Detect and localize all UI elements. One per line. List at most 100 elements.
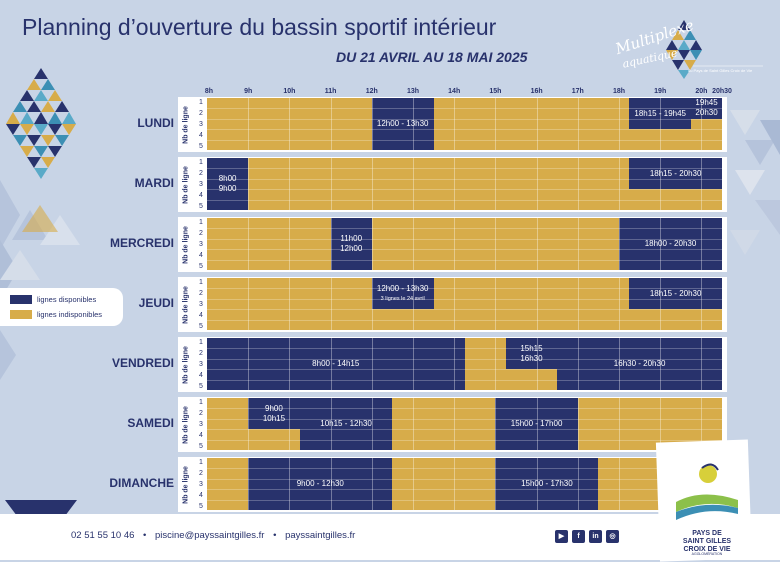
legend-available: lignes disponibles	[10, 294, 96, 305]
block-time-label: 8h00 9h00	[218, 174, 237, 193]
line-number: 5	[199, 383, 203, 390]
youtube-icon[interactable]: ▶	[555, 530, 568, 543]
day-grid: 12h00 - 13h30 18h15 - 19h45 19h45 20h30	[207, 98, 722, 150]
hour-label: 17h	[571, 88, 584, 95]
pays-line4: AGGLOMÉRATION	[691, 552, 723, 556]
day-grid: 8h00 - 14h15 15h15 16h30 16h30 - 20h30	[207, 338, 722, 390]
line-number: 5	[199, 503, 203, 510]
line-number: 5	[199, 323, 203, 330]
line-axis-label: Nb de ligne	[182, 285, 190, 324]
line-number: 3	[199, 481, 203, 488]
line-axis-label: Nb de ligne	[182, 225, 190, 264]
available-block	[371, 278, 434, 310]
line-number: 1	[199, 459, 203, 466]
hour-label: 20h	[695, 88, 708, 95]
email-link[interactable]: piscine@payssaintgilles.fr	[155, 530, 265, 541]
day-grid: 11h00 12h00 18h00 - 20h30	[207, 218, 722, 270]
block-time-label: 10h15 - 12h30	[320, 419, 372, 428]
hour-label: 9h	[244, 88, 253, 95]
block-time-label: 19h45 20h30	[695, 98, 718, 118]
available-block	[299, 398, 393, 450]
available-block	[330, 218, 372, 270]
line-number: 4	[199, 432, 203, 439]
footer-contact: 02 51 55 10 46 • piscine@payssaintgilles…	[71, 530, 356, 541]
available-block	[557, 338, 722, 390]
line-numbers: 1 2 3 4 5	[195, 218, 207, 273]
facebook-icon[interactable]: f	[572, 530, 585, 543]
day-name: JEUDI	[138, 296, 174, 310]
block-note: 3 lignes le 24 avril	[380, 295, 425, 302]
line-number: 4	[199, 192, 203, 199]
available-block	[371, 98, 434, 150]
pays-logo-icon	[676, 463, 738, 520]
day-grid: 8h00 9h00 18h15 - 20h30	[207, 158, 722, 210]
available-block	[629, 278, 722, 310]
instagram-icon[interactable]: ◎	[606, 530, 619, 543]
available-block	[629, 158, 722, 190]
available-block	[505, 338, 558, 370]
hour-label: 18h	[612, 88, 626, 95]
hour-label: 11h	[324, 88, 337, 95]
hour-label: 12h	[365, 88, 378, 95]
hour-label: 16h	[530, 88, 543, 95]
line-number: 5	[199, 203, 203, 210]
day-name: MERCREDI	[109, 236, 174, 250]
line-number: 5	[199, 263, 203, 270]
line-number: 5	[199, 443, 203, 450]
available-block	[207, 158, 249, 210]
available-block	[248, 398, 300, 430]
line-number: 5	[199, 143, 203, 150]
linkedin-icon[interactable]: in	[589, 530, 602, 543]
line-axis-label: Nb de ligne	[182, 405, 190, 444]
line-number: 2	[199, 290, 203, 297]
day-name: DIMANCHE	[109, 476, 174, 490]
block-time-label: 9h00 - 12h30	[296, 479, 344, 488]
block-time-label: 11h00 12h00	[340, 234, 363, 253]
block-time-label: 12h00 - 13h30 3 lignes le 24 avril	[376, 283, 429, 302]
legend-available-swatch	[10, 295, 32, 304]
line-number: 1	[199, 339, 203, 346]
block-time-label: 12h00 - 13h30	[376, 119, 429, 128]
pays-line3: CROIX DE VIE	[683, 546, 731, 553]
hour-label: 15h	[489, 88, 502, 95]
legend-unavailable-swatch	[10, 310, 32, 319]
pays-line1: PAYS DE	[692, 530, 722, 537]
hour-label: 10h	[283, 88, 296, 95]
line-number: 4	[199, 492, 203, 499]
available-block	[495, 398, 578, 450]
legend-unavailable-label: lignes indisponibles	[37, 310, 103, 319]
line-numbers: 1 2 3 4 5	[195, 278, 207, 333]
block-time-label: 15h15 16h30	[520, 343, 543, 363]
legend-unavailable: lignes indisponibles	[10, 309, 102, 320]
day-name: VENDREDI	[111, 356, 174, 370]
block-time-label: 8h00 - 14h15	[312, 359, 360, 368]
line-number: 2	[199, 170, 203, 177]
hour-label: 8h	[204, 88, 214, 95]
multiplexe-logo: Multiplexe aquatique du Pays de Saint Gi…	[598, 16, 770, 80]
line-number: 1	[199, 279, 203, 286]
day-grid: 12h00 - 13h30 3 lignes le 24 avril 18h15 -…	[207, 278, 722, 330]
legend-available-label: lignes disponibles	[37, 295, 97, 304]
hour-label: 14h	[448, 88, 461, 95]
day-name: SAMEDI	[127, 416, 174, 430]
pays-line2: SAINT GILLES	[682, 538, 732, 545]
line-number: 2	[199, 350, 203, 357]
line-number: 1	[199, 399, 203, 406]
line-axis-label: Nb de ligne	[182, 165, 190, 204]
line-numbers: 1 2 3 4 5	[195, 338, 207, 393]
line-number: 2	[199, 110, 203, 117]
line-axis-label: Nb de ligne	[182, 105, 190, 144]
block-time-label: 15h00 - 17h00	[510, 419, 563, 428]
hour-label: 19h	[654, 88, 667, 95]
block-time-label: 18h15 - 20h30	[649, 288, 702, 298]
line-numbers: 1 2 3 4 5	[195, 398, 207, 453]
line-number: 2	[199, 470, 203, 477]
legend: lignes disponibles lignes indisponibles	[0, 288, 123, 326]
line-number: 1	[199, 159, 203, 166]
day-name: MARDI	[134, 176, 174, 190]
line-number: 3	[199, 301, 203, 308]
website-link[interactable]: payssaintgilles.fr	[285, 530, 356, 541]
line-number: 4	[199, 312, 203, 319]
block-time-label: 9h00 10h15	[262, 403, 286, 423]
block-time-label: 16h30 - 20h30	[613, 359, 666, 368]
